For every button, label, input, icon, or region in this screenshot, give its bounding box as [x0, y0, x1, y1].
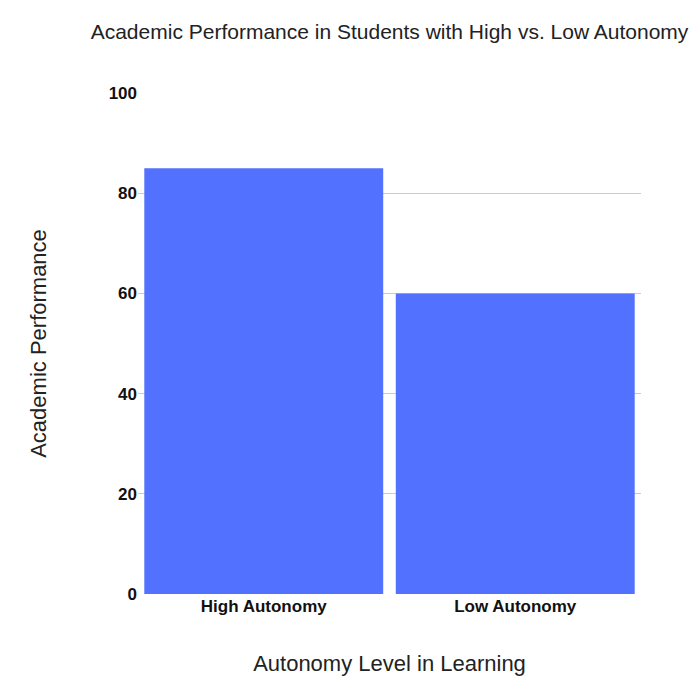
svg-text:Low Autonomy: Low Autonomy — [454, 597, 577, 616]
svg-text:Academic Performance in Studen: Academic Performance in Students with Hi… — [91, 20, 689, 43]
svg-text:100: 100 — [109, 84, 137, 103]
svg-text:60: 60 — [118, 284, 137, 303]
svg-text:Academic Performance: Academic Performance — [26, 229, 51, 458]
svg-text:0: 0 — [128, 585, 137, 604]
svg-text:80: 80 — [118, 184, 137, 203]
svg-text:Autonomy Level in Learning: Autonomy Level in Learning — [253, 651, 526, 676]
svg-text:20: 20 — [118, 485, 137, 504]
svg-text:40: 40 — [118, 385, 137, 404]
svg-text:High Autonomy: High Autonomy — [201, 597, 327, 616]
